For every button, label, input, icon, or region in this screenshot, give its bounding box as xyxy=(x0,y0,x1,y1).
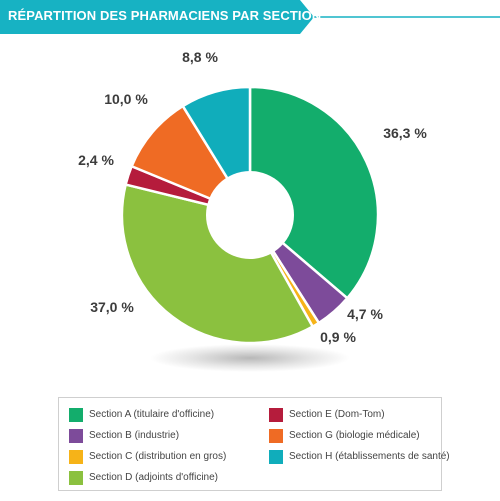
slice-section-d-adjoints-d-officine xyxy=(120,183,314,345)
legend-label: Section G (biologie médicale) xyxy=(289,430,420,441)
legend-swatch xyxy=(69,471,83,485)
legend-swatch xyxy=(69,450,83,464)
legend-label: Section A (titulaire d'officine) xyxy=(89,409,215,420)
legend-swatch xyxy=(69,408,83,422)
legend-label: Section C (distribution en gros) xyxy=(89,451,227,462)
slice-section-a-titulaire-d-officine xyxy=(248,85,380,300)
header-banner xyxy=(0,0,500,34)
data-label-section-b-industrie: 4,7 % xyxy=(347,306,383,322)
legend-swatch xyxy=(269,429,283,443)
legend-label: Section E (Dom-Tom) xyxy=(289,409,385,420)
data-label-section-e-dom-tom: 2,4 % xyxy=(78,152,114,168)
donut-chart: 36,3 % 4,7 % 0,9 % 37,0 % 2,4 % 10,0 % 8,8 % xyxy=(78,49,427,372)
data-label-section-a-titulaire-d-officine: 36,3 % xyxy=(383,125,427,141)
data-label-section-g-biologie-m-dicale: 10,0 % xyxy=(104,91,148,107)
chart-legend: Section A (titulaire d'officine) Section … xyxy=(58,397,450,491)
chart-header: RÉPARTITION DES PHARMACIENS PAR SECTION xyxy=(0,0,500,34)
data-labels: 36,3 % 4,7 % 0,9 % 37,0 % 2,4 % 10,0 % 8,8 % xyxy=(78,49,427,345)
chart-shadow xyxy=(150,344,350,372)
legend-label: Section H (établissements de santé) xyxy=(289,451,450,462)
legend-label: Section B (industrie) xyxy=(89,430,180,441)
legend-label: Section D (adjoints d'officine) xyxy=(89,472,219,483)
legend-swatch xyxy=(69,429,83,443)
legend-swatch xyxy=(269,408,283,422)
data-label-section-c-distribution-en-gros: 0,9 % xyxy=(320,329,356,345)
data-label-section-d-adjoints-d-officine: 37,0 % xyxy=(90,299,134,315)
data-label-section-h-tablissements-de-sant: 8,8 % xyxy=(182,49,218,65)
legend-swatch xyxy=(269,450,283,464)
donut-hole xyxy=(206,171,294,259)
chart-title: RÉPARTITION DES PHARMACIENS PAR SECTION xyxy=(8,8,322,23)
